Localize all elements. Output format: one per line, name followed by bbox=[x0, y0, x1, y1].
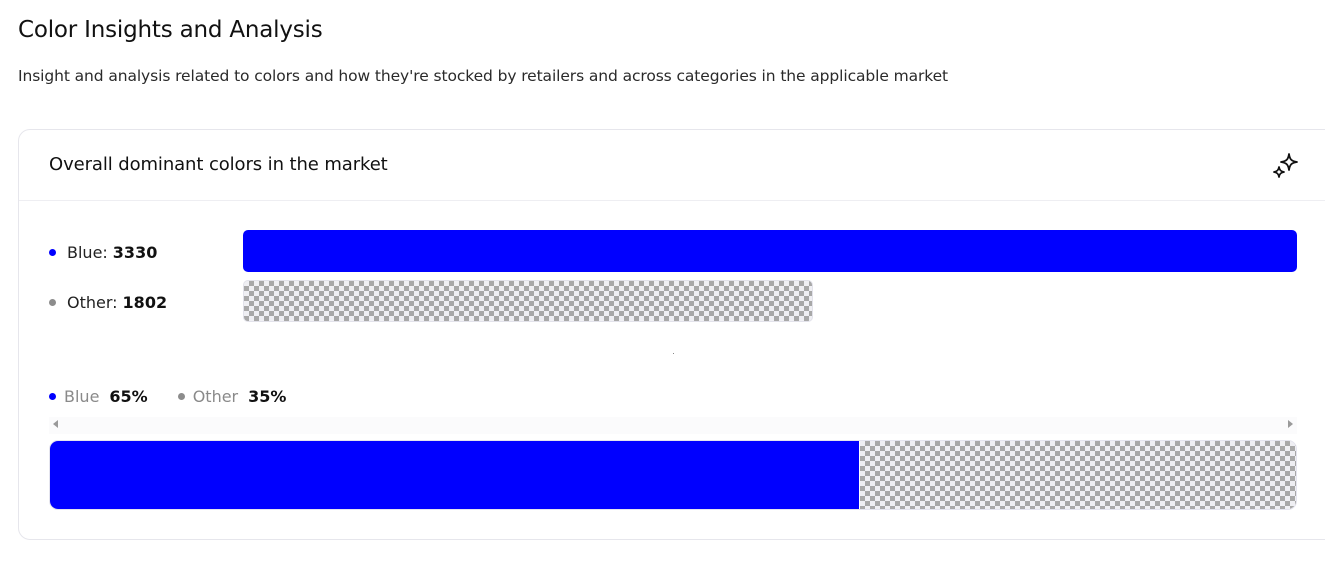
share-segment-other bbox=[859, 441, 1296, 509]
share-legend-other: Other 35% bbox=[177, 387, 287, 406]
page-title: Color Insights and Analysis bbox=[18, 17, 323, 43]
page-subtitle: Insight and analysis related to colors a… bbox=[18, 67, 949, 85]
count-bar-blue bbox=[243, 230, 1297, 272]
sparkles-icon[interactable] bbox=[1271, 151, 1301, 181]
gray-dot-icon bbox=[49, 299, 56, 306]
share-label: Blue bbox=[64, 387, 100, 406]
divider-dot bbox=[673, 353, 674, 354]
blue-dot-icon bbox=[49, 393, 56, 400]
card-title: Overall dominant colors in the market bbox=[49, 154, 388, 175]
horizontal-scrollbar[interactable] bbox=[49, 417, 1297, 434]
scroll-right-icon[interactable] bbox=[1288, 420, 1293, 428]
share-value: 65% bbox=[109, 387, 148, 406]
count-label: Other: bbox=[67, 293, 118, 312]
gray-dot-icon bbox=[177, 393, 185, 400]
share-label: Other bbox=[192, 387, 239, 406]
share-legend-blue: Blue 65% bbox=[49, 387, 148, 406]
count-label: Blue: bbox=[67, 243, 108, 262]
count-value: 3330 bbox=[112, 243, 158, 262]
dominant-colors-card: Overall dominant colors in the market Bl… bbox=[18, 129, 1325, 540]
blue-dot-icon bbox=[49, 249, 56, 256]
share-legend: Blue 65% Other 35% bbox=[49, 387, 316, 406]
share-stacked-bar bbox=[49, 440, 1297, 510]
count-legend-other: Other: 1802 bbox=[49, 293, 167, 312]
card-header: Overall dominant colors in the market bbox=[19, 130, 1325, 201]
count-value: 1802 bbox=[122, 293, 168, 312]
scroll-left-icon[interactable] bbox=[53, 420, 58, 428]
share-value: 35% bbox=[248, 387, 287, 406]
share-segment-blue bbox=[50, 441, 860, 509]
count-bar-other bbox=[243, 280, 813, 322]
count-legend-blue: Blue: 3330 bbox=[49, 243, 157, 262]
